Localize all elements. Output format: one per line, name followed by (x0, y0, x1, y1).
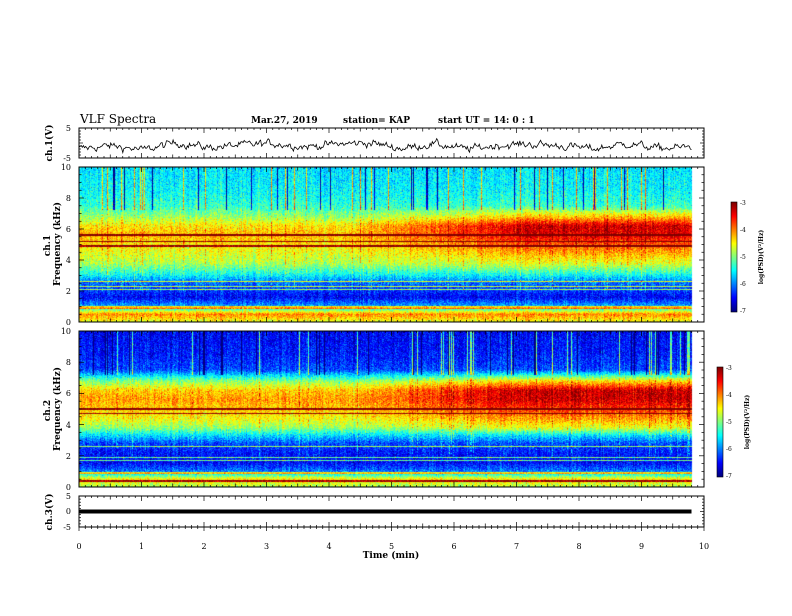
ch2-colorbar-label: log(PSD)(V²/Hz) (744, 395, 751, 450)
ch1-freq-tick-0: 0 (66, 318, 71, 327)
ch2-freq-tick-0: 0 (66, 483, 71, 492)
ch1-ytick-5: 5 (66, 124, 71, 133)
ch1-cb-tick-neg3: -3 (740, 200, 746, 207)
ch2-cb-tick-neg4: -4 (726, 392, 732, 399)
ch1-label-line2: Frequency (kHz) (52, 202, 63, 286)
ch1-cb-tick-neg6: -6 (740, 281, 746, 288)
xtick-5: 5 (389, 542, 394, 551)
ch2-freq-tick-10: 10 (61, 327, 71, 336)
date-label: Mar.27, 2019 (251, 116, 318, 126)
station-label: station= KAP (343, 116, 410, 126)
ch3-ytick-5: 5 (66, 492, 71, 501)
xtick-1: 1 (139, 542, 144, 551)
ch1-freq-tick-6: 6 (66, 225, 71, 234)
ch2-cb-tick-neg3: -3 (726, 365, 732, 372)
ch2-label-line2: Frequency (kHz) (52, 367, 63, 451)
ch1-colorbar-frame (730, 201, 738, 313)
ch1-freq-tick-8: 8 (66, 194, 71, 203)
ch1-spectrogram-canvas (79, 167, 704, 322)
ch1-voltage-ylabel: ch.1(V) (44, 125, 55, 162)
figure-title: VLF Spectra (79, 112, 156, 126)
ch1-freq-ylabel: ch.1 Frequency (kHz) (43, 202, 63, 286)
xtick-8: 8 (576, 542, 581, 551)
ch3-ytick-0: 0 (66, 507, 71, 516)
xtick-6: 6 (451, 542, 456, 551)
xtick-9: 9 (639, 542, 644, 551)
ch3-ytick-neg5: -5 (63, 523, 71, 532)
ch1-spectrogram-panel: 10 8 6 4 2 0 ch.1 Frequency (kHz) -3 -4 … (43, 163, 765, 327)
ch2-label-line1: ch.2 (43, 400, 53, 421)
ch1-colorbar-label: log(PSD)(V²/Hz) (758, 230, 765, 285)
ch1-label-line1: ch.1 (43, 235, 53, 256)
xtick-3: 3 (264, 542, 269, 551)
xtick-2: 2 (201, 542, 206, 551)
ch2-spectrogram-panel: 10 8 6 4 2 0 ch.2 Frequency (kHz) -3 -4 … (43, 327, 751, 492)
ch2-freq-tick-2: 2 (66, 452, 71, 461)
ch3-voltage-ylabel: ch.3(V) (44, 494, 55, 531)
ch3-voltage-panel: 5 0 -5 ch.3(V) (44, 492, 705, 532)
ch2-colorbar-canvas (717, 367, 723, 477)
xtick-4: 4 (326, 542, 331, 551)
ch2-cb-tick-neg6: -6 (726, 446, 732, 453)
time-axis-label: Time (min) (363, 550, 420, 561)
ch2-cb-tick-neg7: -7 (726, 473, 732, 480)
xtick-7: 7 (514, 542, 519, 551)
ch2-freq-tick-4: 4 (66, 421, 71, 430)
ch1-cb-tick-neg7: -7 (740, 308, 746, 315)
ch1-cb-tick-neg5: -5 (740, 254, 746, 261)
ch2-freq-tick-6: 6 (66, 389, 71, 398)
ch1-voltage-trace (78, 137, 692, 155)
ch2-cb-tick-neg5: -5 (726, 419, 732, 426)
ch1-cb-tick-neg4: -4 (740, 227, 746, 234)
xtick-0: 0 (76, 542, 81, 551)
time-axis: 0 1 2 3 4 5 6 7 8 9 10 Time (min) (76, 542, 709, 561)
ch1-freq-tick-4: 4 (66, 256, 71, 265)
ch1-colorbar-canvas (731, 202, 737, 312)
ch1-freq-tick-10: 10 (61, 163, 71, 172)
ch2-freq-ylabel: ch.2 Frequency (kHz) (43, 367, 63, 451)
xtick-10: 10 (699, 542, 709, 551)
ch1-ytick-neg5: -5 (63, 154, 71, 163)
start-time-label: start UT = 14: 0 : 1 (438, 116, 535, 126)
ch1-freq-tick-2: 2 (66, 287, 71, 296)
ch1-voltage-panel: 5 -5 ch.1(V) (44, 124, 705, 163)
ch2-colorbar-frame (716, 366, 724, 478)
axis-ticks (78, 127, 705, 531)
ch2-spectrogram-canvas (79, 331, 704, 487)
ch2-freq-tick-8: 8 (66, 358, 71, 367)
